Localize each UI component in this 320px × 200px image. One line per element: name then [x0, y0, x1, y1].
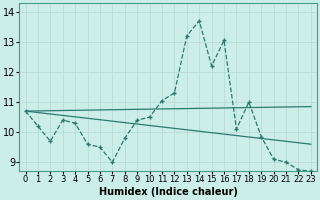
X-axis label: Humidex (Indice chaleur): Humidex (Indice chaleur): [99, 187, 238, 197]
